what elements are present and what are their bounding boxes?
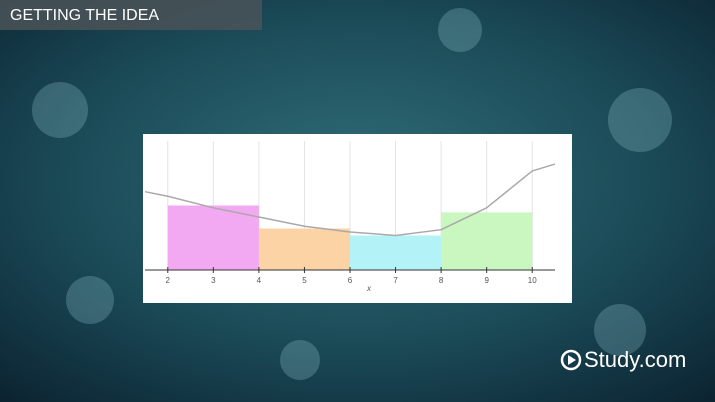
x-tick-label: 3 — [211, 276, 216, 285]
x-tick-label: 10 — [528, 276, 537, 285]
x-tick-label: 6 — [348, 276, 353, 285]
logo-text: Study.com — [584, 347, 686, 372]
x-tick-label: 9 — [484, 276, 489, 285]
x-tick-label: 8 — [439, 276, 444, 285]
x-axis-label: x — [366, 284, 372, 293]
curve — [144, 163, 556, 237]
bar — [258, 228, 350, 270]
background-texture — [32, 8, 672, 380]
x-tick-label: 7 — [393, 276, 398, 285]
chart: 2 3 4 5 6 7 8 9 10 x — [144, 141, 556, 293]
title: GETTING THE IDEA — [10, 7, 159, 24]
x-tick-label: 5 — [302, 276, 307, 285]
bar — [167, 205, 259, 270]
logo: Study.com — [560, 347, 686, 372]
bar — [441, 212, 533, 270]
title-bar — [0, 0, 262, 30]
bar — [350, 235, 442, 270]
logo-icon — [560, 349, 582, 371]
x-tick-label: 2 — [166, 276, 171, 285]
x-tick-label: 4 — [257, 276, 262, 285]
logo-icon — [568, 355, 576, 365]
